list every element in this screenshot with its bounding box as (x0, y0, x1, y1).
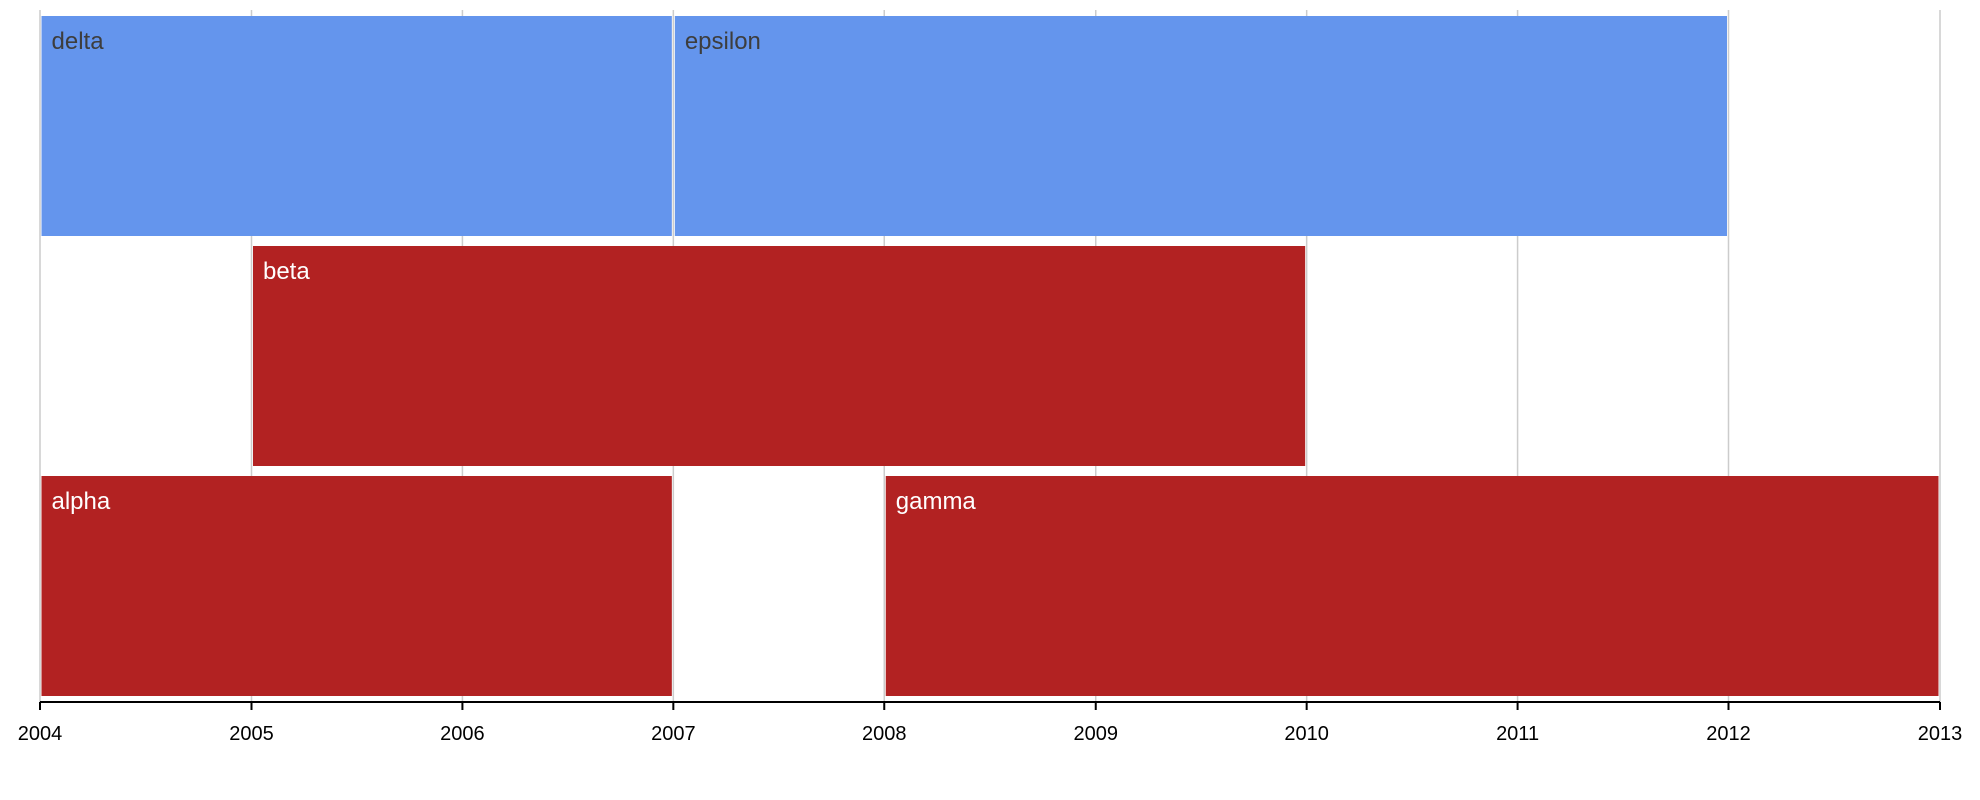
x-tick-label: 2013 (1918, 723, 1963, 745)
bar-beta (252, 246, 1306, 466)
x-tick-label: 2009 (1073, 723, 1118, 745)
bar-delta (41, 16, 672, 236)
bar-label-alpha: alpha (52, 488, 111, 515)
x-tick-label: 2007 (651, 723, 696, 745)
x-tick-label: 2010 (1284, 723, 1329, 745)
bar-gamma (885, 476, 1939, 696)
bar-label-delta: delta (52, 28, 105, 55)
bar-label-epsilon: epsilon (685, 28, 761, 55)
x-tick-label: 2011 (1496, 723, 1539, 745)
bar-epsilon (674, 16, 1728, 236)
x-axis: 2004 2005 2006 2007 2008 2009 2010 2011 2012 2013 (18, 701, 1963, 745)
bar-label-beta: beta (263, 258, 310, 285)
x-tick-label: 2004 (18, 723, 63, 745)
x-tick-label: 2008 (862, 723, 907, 745)
x-tick-label: 2012 (1706, 723, 1751, 745)
timeline-bars: delta epsilon beta alpha gamma (41, 16, 1939, 696)
bar-label-gamma: gamma (896, 488, 977, 515)
bar-alpha (41, 476, 672, 696)
x-tick-label: 2006 (440, 723, 485, 745)
x-tick-label: 2005 (229, 723, 274, 745)
